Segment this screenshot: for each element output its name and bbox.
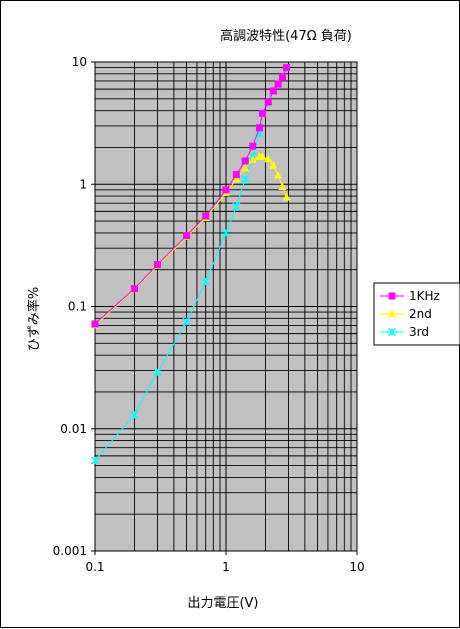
data-point: [249, 142, 257, 150]
x-tick-label: 10: [349, 560, 364, 574]
x-axis-label: 出力電圧(V): [187, 596, 258, 611]
data-point: [90, 456, 100, 465]
data-point: [255, 124, 263, 132]
data-point: [221, 228, 231, 237]
data-point: [201, 277, 210, 286]
y-axis-label: ひずみ率%: [26, 287, 42, 351]
data-point: [241, 157, 249, 165]
legend-marker: [387, 327, 397, 337]
data-point: [264, 154, 273, 163]
data-point: [202, 212, 210, 220]
data-point: [91, 320, 99, 328]
data-point: [232, 174, 241, 183]
legend-label: 1KHz: [409, 289, 440, 303]
data-point: [279, 73, 287, 81]
legend-marker: [388, 292, 396, 300]
y-tick-label: 0.001: [53, 544, 87, 558]
data-point: [278, 182, 287, 190]
data-point: [130, 285, 138, 293]
data-point: [259, 109, 267, 117]
tick-label-layer: 0.1 1 10 0.001 0.01 0.1 1 10: [53, 55, 365, 574]
data-point: [269, 87, 277, 95]
data-point: [282, 192, 291, 201]
data-point: [232, 171, 240, 179]
legend-item: 2nd: [380, 307, 432, 321]
legend-item: 1KHz: [380, 289, 440, 303]
data-point: [183, 232, 191, 240]
legend: 1KHz 2nd 3rd: [373, 282, 460, 346]
data-point: [264, 98, 272, 106]
series-line: [94, 156, 288, 326]
y-tick-label: 1: [79, 177, 87, 191]
data-point: [274, 170, 283, 179]
chart-title: 高調波特性(47Ω 負荷): [220, 28, 352, 44]
series-3rd: [90, 129, 264, 465]
data-point: [232, 202, 241, 211]
y-tick-label: 10: [72, 55, 87, 69]
data-point: [283, 64, 291, 72]
data-point: [222, 186, 230, 194]
data-point: [241, 175, 250, 184]
data-point: [182, 317, 191, 326]
series-1KHz: [91, 64, 291, 328]
y-tick-label: 0.1: [68, 300, 87, 314]
grid-layer: [94, 61, 358, 552]
data-point: [153, 368, 162, 377]
data-point: [241, 163, 250, 172]
y-tick-label: 0.01: [60, 422, 87, 436]
data-point: [130, 410, 139, 419]
series-line: [94, 133, 260, 461]
legend-item: 3rd: [380, 325, 429, 339]
legend-marker: [388, 309, 396, 317]
data-point: [269, 161, 278, 169]
data-point: [258, 152, 267, 160]
legend-label: 3rd: [409, 325, 429, 339]
data-point: [154, 261, 162, 269]
x-tick-label: 1: [222, 560, 230, 574]
data-point: [248, 155, 257, 163]
data-point: [274, 80, 282, 88]
legend-label: 2nd: [409, 307, 432, 321]
series-layer: [90, 64, 291, 465]
x-tick-label: 0.1: [85, 560, 104, 574]
